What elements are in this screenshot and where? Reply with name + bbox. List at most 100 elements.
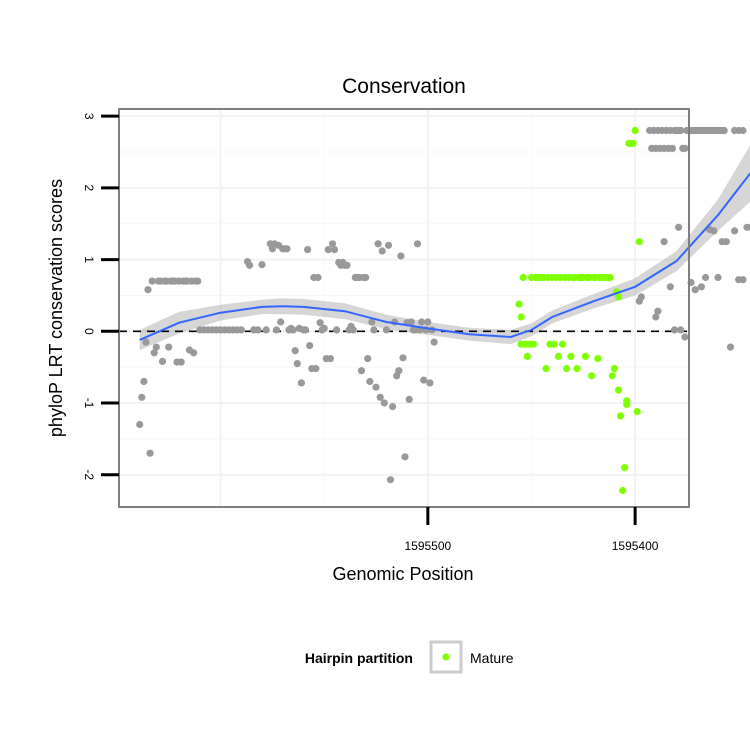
point-other: [739, 126, 747, 135]
plot-border: [118, 108, 690, 508]
point-mature: [608, 372, 616, 380]
point-other: [405, 395, 413, 403]
point-other: [333, 326, 341, 334]
point-other: [397, 252, 405, 260]
point-other: [306, 342, 314, 350]
point-other: [747, 223, 750, 231]
y-tick-label: -1: [82, 398, 96, 409]
point-mature: [554, 352, 563, 360]
point-other: [301, 326, 310, 334]
point-other: [714, 273, 722, 282]
legend-key-mature: [442, 653, 450, 661]
point-other: [372, 383, 380, 391]
point-mature: [563, 365, 571, 373]
x-axis-title: Genomic Position: [332, 564, 473, 584]
point-mature: [635, 238, 643, 246]
point-other: [386, 476, 395, 484]
point-other: [194, 277, 202, 285]
point-mature: [519, 273, 527, 282]
point-other: [681, 144, 689, 152]
point-other: [304, 246, 312, 254]
point-mature: [594, 355, 602, 363]
x-tick-label: 1595400: [612, 539, 659, 553]
point-other: [237, 326, 245, 334]
point-other: [362, 273, 370, 282]
point-other: [314, 273, 322, 282]
point-other: [681, 333, 689, 341]
point-other: [146, 449, 154, 457]
point-other: [697, 283, 706, 291]
grid-lines: [119, 109, 689, 507]
point-other: [395, 367, 403, 375]
y-tick-label: 3: [82, 113, 96, 120]
point-other: [666, 283, 674, 291]
point-other: [722, 238, 730, 246]
point-mature: [550, 340, 558, 348]
point-mature: [619, 486, 627, 495]
point-other: [726, 343, 735, 351]
point-other: [418, 318, 426, 326]
point-other: [293, 360, 301, 368]
point-other: [289, 326, 297, 334]
point-other: [660, 238, 668, 246]
point-other: [258, 261, 266, 269]
point-other: [158, 357, 167, 365]
point-other: [357, 367, 366, 375]
point-other: [366, 377, 374, 386]
point-other: [413, 240, 422, 248]
point-mature: [610, 365, 619, 373]
y-tick-label: -2: [82, 469, 96, 480]
point-other: [165, 343, 173, 351]
point-other: [349, 326, 357, 334]
point-other: [326, 355, 334, 363]
y-tick-label: 0: [82, 328, 96, 335]
legend-title: Hairpin partition: [305, 650, 413, 666]
point-other: [702, 273, 710, 282]
chart-title: Conservation: [342, 75, 466, 98]
point-other: [389, 403, 397, 411]
point-other: [376, 393, 384, 401]
point-other: [378, 247, 386, 255]
point-other: [272, 326, 281, 334]
point-other: [374, 240, 382, 248]
point-other: [668, 144, 677, 152]
point-other: [710, 227, 718, 235]
x-tick-label: 1595500: [404, 539, 451, 553]
point-mature: [614, 293, 623, 301]
point-other: [384, 241, 393, 249]
point-other: [190, 349, 198, 357]
point-mature: [523, 352, 531, 360]
point-other: [364, 355, 372, 363]
point-mature: [623, 397, 631, 405]
x-axis: 1595500 1595400: [404, 507, 659, 553]
point-other: [720, 126, 728, 135]
point-other: [152, 343, 160, 351]
point-other: [328, 240, 337, 248]
point-mature: [581, 352, 590, 360]
point-other: [316, 319, 324, 327]
point-other: [254, 326, 262, 334]
point-other: [312, 365, 320, 373]
smooth-trend-line: [139, 172, 750, 341]
point-mature: [559, 340, 567, 348]
point-other: [140, 377, 148, 386]
y-tick-label: 1: [82, 256, 96, 263]
point-other: [382, 326, 390, 334]
y-tick-label: 2: [82, 185, 96, 192]
point-other: [691, 286, 699, 294]
y-axis: -2 -1 0 1 2 3: [82, 113, 119, 480]
point-mature: [621, 464, 629, 472]
point-other: [368, 318, 376, 326]
point-mature: [614, 386, 623, 394]
point-mature: [567, 352, 575, 360]
point-other: [675, 223, 683, 231]
point-other: [670, 326, 679, 334]
point-other: [297, 379, 305, 387]
point-other: [150, 349, 158, 357]
point-other: [136, 420, 144, 429]
point-other: [380, 399, 388, 407]
point-other: [652, 313, 660, 321]
point-other: [148, 277, 156, 285]
point-other: [320, 324, 328, 332]
